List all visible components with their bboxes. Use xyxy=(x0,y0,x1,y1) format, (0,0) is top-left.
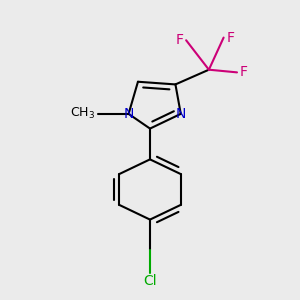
Text: F: F xyxy=(176,33,184,47)
Text: F: F xyxy=(240,65,248,80)
Text: N: N xyxy=(123,107,134,121)
Text: F: F xyxy=(226,31,234,45)
Text: N: N xyxy=(176,107,186,121)
Text: CH$_3$: CH$_3$ xyxy=(70,106,95,122)
Text: Cl: Cl xyxy=(143,274,157,289)
